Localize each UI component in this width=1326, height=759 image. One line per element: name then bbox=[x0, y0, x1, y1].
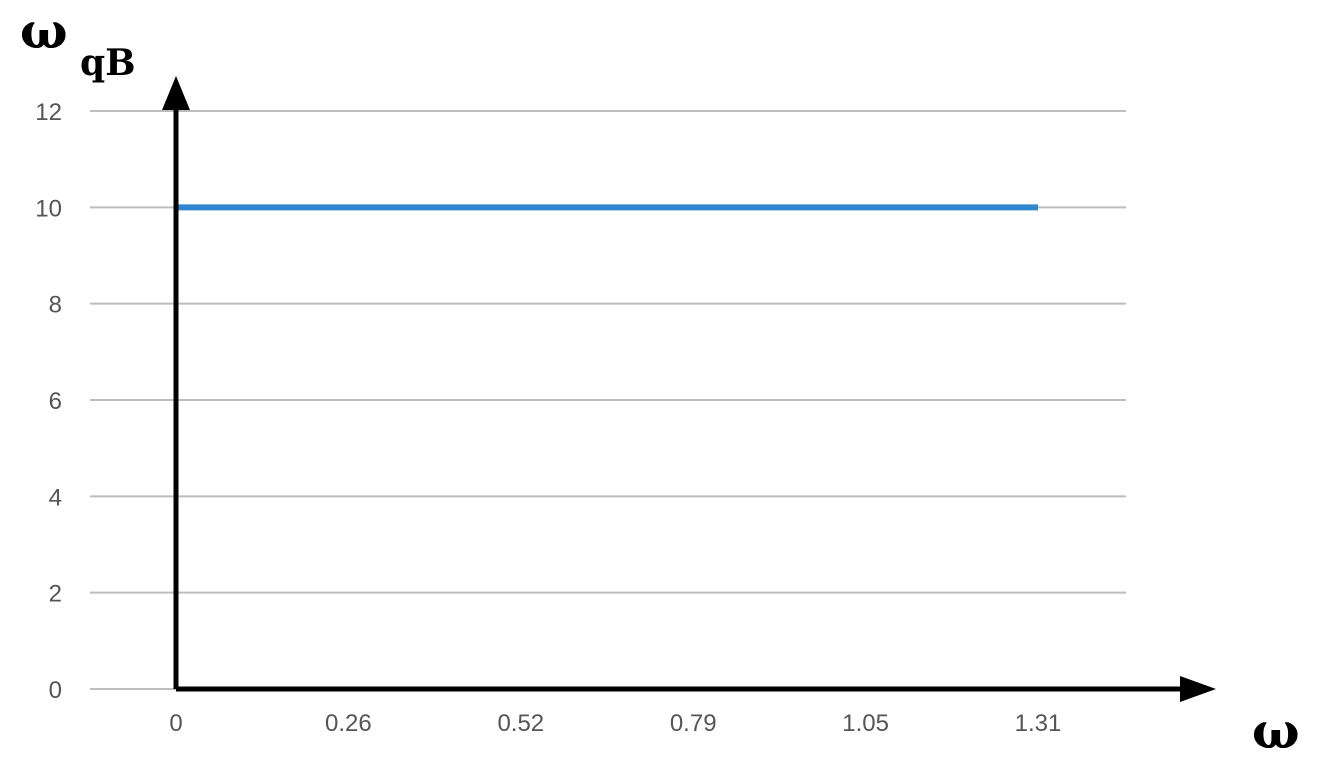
y-tick-label: 12 bbox=[35, 99, 62, 126]
x-tick-labels: 0 0.26 0.52 0.79 1.05 1.31 bbox=[169, 710, 1061, 737]
y-axis-label: ω bbox=[20, 1, 68, 60]
x-tick-label: 1.05 bbox=[842, 710, 889, 737]
x-tick-label: 0.79 bbox=[670, 710, 717, 737]
y-tick-label: 10 bbox=[35, 195, 62, 222]
x-tick-label: 0.52 bbox=[497, 710, 544, 737]
y-axis-label-subscript: qB bbox=[80, 42, 136, 84]
x-tick-label: 0 bbox=[169, 710, 182, 737]
x-tick-label: 0.26 bbox=[325, 710, 372, 737]
y-axis-arrow bbox=[162, 76, 190, 110]
y-tick-label: 8 bbox=[49, 292, 62, 319]
y-tick-label: 6 bbox=[49, 388, 62, 415]
gridlines bbox=[90, 110, 1126, 690]
y-tick-label: 2 bbox=[49, 581, 62, 608]
y-tick-labels: 0 2 4 6 8 10 12 bbox=[35, 99, 62, 704]
x-axis-arrow bbox=[1180, 676, 1216, 702]
axes bbox=[162, 76, 1216, 702]
y-tick-label: 0 bbox=[49, 677, 62, 704]
y-tick-label: 4 bbox=[49, 484, 62, 511]
x-axis-label: ω bbox=[1252, 701, 1300, 759]
x-tick-label: 1.31 bbox=[1015, 710, 1062, 737]
